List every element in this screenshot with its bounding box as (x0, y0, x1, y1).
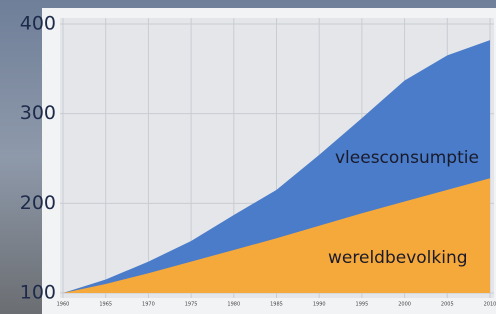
x-tick-label: 2010 (484, 302, 496, 308)
page: {"chart_data": {"type": "area", "x": [19… (0, 0, 496, 314)
y-tick-label: 300 (20, 102, 56, 124)
x-tick-label: 2000 (398, 302, 411, 308)
x-tick-label: 1965 (99, 302, 112, 308)
x-tick-label: 2005 (441, 302, 454, 308)
series-annotation: wereldbevolking (328, 248, 468, 268)
y-tick-label: 100 (20, 282, 56, 304)
x-tick-label: 1970 (142, 302, 155, 308)
x-tick-label: 1995 (356, 302, 369, 308)
y-tick-label: 200 (20, 192, 56, 214)
x-tick-label: 1975 (185, 302, 198, 308)
x-tick-label: 1980 (227, 302, 240, 308)
x-tick-label: 1960 (57, 302, 70, 308)
chart: 100 200 300 400 1960 1965 1970 1975 1980 1985 1990… (0, 0, 496, 314)
y-tick-label: 400 (20, 13, 56, 35)
series-annotation: vleesconsumptie (335, 148, 479, 168)
x-tick-label: 1990 (313, 302, 326, 308)
x-tick-label: 1985 (270, 302, 283, 308)
